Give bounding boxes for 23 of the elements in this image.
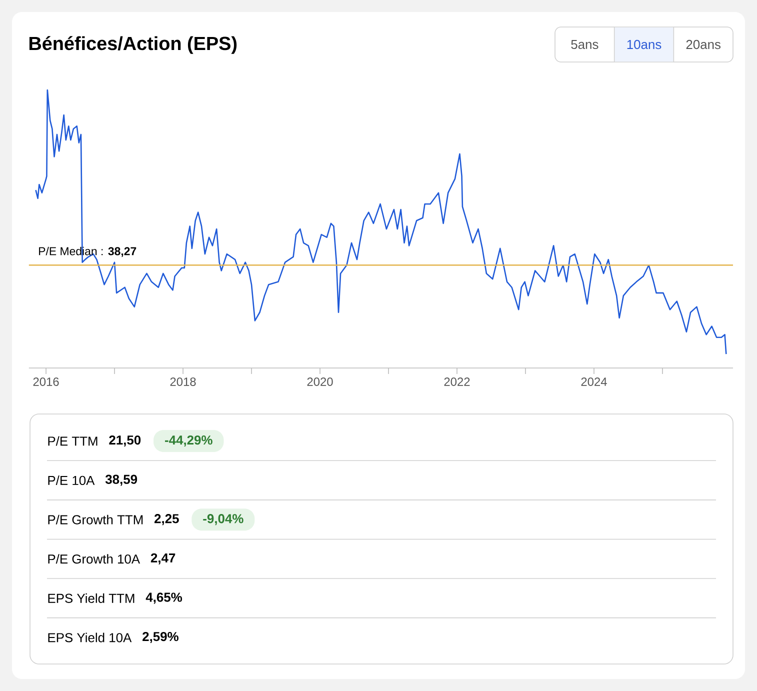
x-tick-label: 2024 [581, 378, 607, 386]
category-label: EPS Yield 10A [48, 632, 132, 642]
text: -9,04% [203, 514, 244, 526]
text: 20ans [686, 40, 721, 50]
category-label: P/E Growth TTM [48, 514, 143, 524]
text: 38,59 [105, 474, 138, 486]
text: 2,59% [142, 632, 178, 644]
chart-title: Bénéfices/Action (EPS) [29, 36, 237, 54]
x-tick-label: 2022 [444, 378, 470, 386]
category-label: P/E 10A [48, 476, 95, 486]
x-tick-label: 2016 [33, 378, 59, 386]
category-label: P/E TTM [48, 436, 98, 446]
category-label: EPS Yield TTM [48, 593, 134, 603]
text: 2,47 [150, 553, 176, 564]
text: -44,29% [165, 435, 212, 447]
text: 5ans [571, 40, 598, 50]
x-tick-label: 2018 [170, 378, 196, 386]
text: 10ans [627, 40, 662, 50]
text: 21,50 [109, 435, 141, 447]
category-label: P/E Growth 10A [48, 554, 140, 564]
text: 2,25 [154, 514, 179, 526]
x-tick-label: 2020 [307, 378, 333, 386]
text: 4,65% [146, 592, 182, 604]
